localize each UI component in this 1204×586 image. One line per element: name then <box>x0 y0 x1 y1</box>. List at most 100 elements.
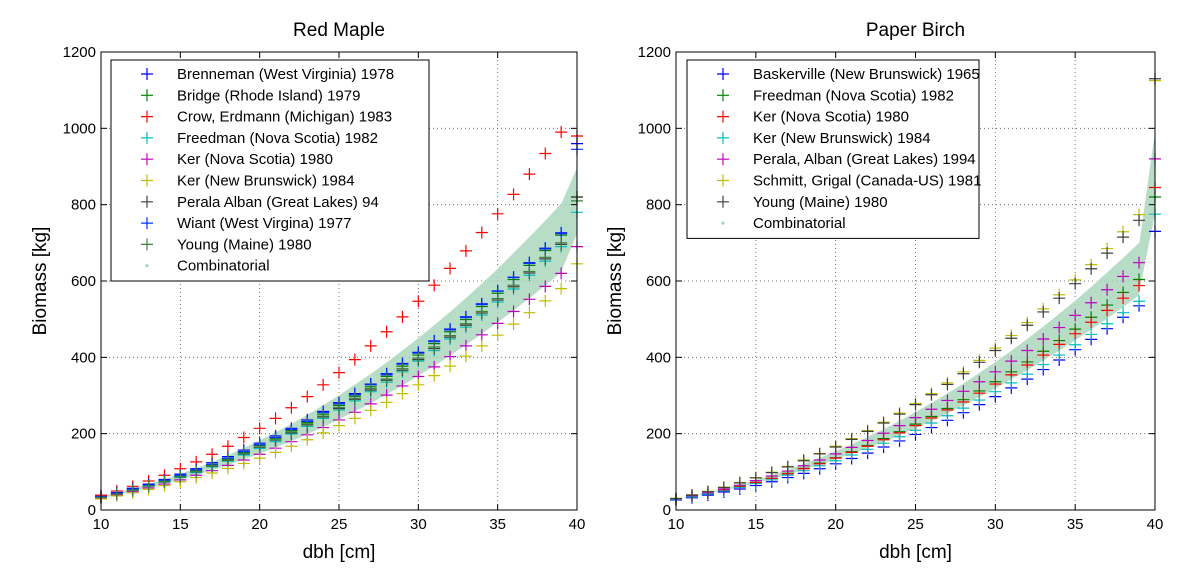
chart-title: Paper Birch <box>866 20 965 41</box>
data-point <box>237 447 250 460</box>
data-point <box>1085 328 1098 341</box>
data-point <box>285 401 298 414</box>
y-tick-label: 0 <box>88 502 96 519</box>
data-point <box>459 350 472 363</box>
x-tick-label: 40 <box>569 516 586 533</box>
data-point <box>301 433 314 446</box>
data-point <box>829 441 842 454</box>
data-point <box>1133 214 1146 227</box>
x-tick-label: 10 <box>93 516 110 533</box>
data-point <box>1021 319 1034 332</box>
data-point <box>717 481 730 494</box>
data-point <box>989 365 1002 378</box>
legend: Brenneman (West Virginia) 1978 Bridge (Rh… <box>110 59 430 282</box>
x-axis-label: dbh [cm] <box>303 542 376 563</box>
y-tick-label: 1000 <box>63 120 96 137</box>
legend-label: Young (Maine) 1980 <box>177 236 312 253</box>
data-point <box>126 484 139 497</box>
legend-marker <box>717 68 729 80</box>
data-point <box>893 430 906 443</box>
legend-label: Ker (Nova Scotia) 1980 <box>177 151 333 168</box>
legend-label: Ker (Nova Scotia) 1980 <box>753 109 909 126</box>
x-tick-label: 20 <box>827 516 844 533</box>
data-point <box>539 294 552 307</box>
legend-label: Baskerville (New Brunswick) 1965 <box>753 66 980 83</box>
data-point <box>507 318 520 331</box>
x-tick-label: 35 <box>1067 516 1084 533</box>
data-point <box>1117 270 1130 283</box>
legend-marker <box>717 174 729 187</box>
data-point <box>1005 332 1018 345</box>
legend-box <box>686 59 980 239</box>
data-point <box>1069 309 1082 322</box>
legend-label: Wiant (West Virgina) 1977 <box>177 215 352 232</box>
x-tick-label: 20 <box>251 516 268 533</box>
data-point <box>317 426 330 439</box>
data-point <box>459 339 472 352</box>
legend-box <box>110 59 430 282</box>
legend-marker <box>141 89 153 102</box>
data-point <box>1037 358 1050 371</box>
y-axis-label: Biomass [kg] <box>30 227 51 336</box>
data-point <box>428 279 441 292</box>
data-point <box>1085 262 1098 275</box>
data-point <box>317 378 330 391</box>
data-point <box>957 385 970 398</box>
data-point <box>765 466 778 479</box>
data-point <box>1069 277 1082 290</box>
data-point <box>957 402 970 415</box>
data-point <box>491 329 504 342</box>
data-point <box>845 433 858 446</box>
legend-label: Freedman (Nova Scotia) 1982 <box>177 130 378 147</box>
data-point <box>797 454 810 467</box>
data-point <box>973 356 986 369</box>
data-point <box>110 487 123 500</box>
data-point <box>1133 295 1146 308</box>
x-tick-label: 35 <box>489 516 506 533</box>
legend-label: Brenneman (West Virginia) 1978 <box>177 66 394 83</box>
data-point <box>555 282 568 295</box>
data-point <box>269 412 282 425</box>
data-point <box>364 382 377 395</box>
data-point <box>1037 333 1050 346</box>
data-point <box>893 419 906 432</box>
data-point <box>1069 338 1082 351</box>
x-tick-label: 25 <box>331 516 348 533</box>
data-point <box>158 475 171 488</box>
data-point <box>253 452 266 465</box>
data-point <box>348 353 361 366</box>
data-point <box>475 305 488 318</box>
data-point <box>1069 327 1082 340</box>
x-axis-label: dbh [cm] <box>879 542 952 563</box>
legend-label: Perala, Alban (Great Lakes) 1994 <box>753 151 976 168</box>
data-point <box>475 328 488 341</box>
data-point <box>973 394 986 407</box>
data-point <box>1005 355 1018 368</box>
data-point <box>491 292 504 305</box>
data-point <box>749 471 762 484</box>
data-point <box>1117 306 1130 319</box>
data-point <box>989 385 1002 398</box>
data-point <box>523 168 536 181</box>
data-point <box>380 396 393 409</box>
data-point <box>253 441 266 454</box>
y-axis-label: Biomass [kg] <box>605 227 626 336</box>
data-point <box>364 404 377 417</box>
legend-label: Crow, Erdmann (Michigan) 1983 <box>177 109 392 126</box>
legend-marker <box>141 110 153 123</box>
data-point <box>475 226 488 239</box>
data-point <box>925 416 938 429</box>
legend-label: Schmitt, Grigal (Canada-US) 1981 <box>753 173 981 190</box>
data-point <box>1021 344 1034 357</box>
data-point <box>685 489 698 502</box>
data-point <box>925 388 938 401</box>
data-point <box>523 306 536 319</box>
data-point <box>412 352 425 365</box>
data-point <box>317 410 330 423</box>
y-tick-label: 600 <box>646 273 671 290</box>
data-point <box>285 426 298 439</box>
x-tick-label: 40 <box>1147 516 1164 533</box>
y-tick-label: 200 <box>646 426 671 443</box>
